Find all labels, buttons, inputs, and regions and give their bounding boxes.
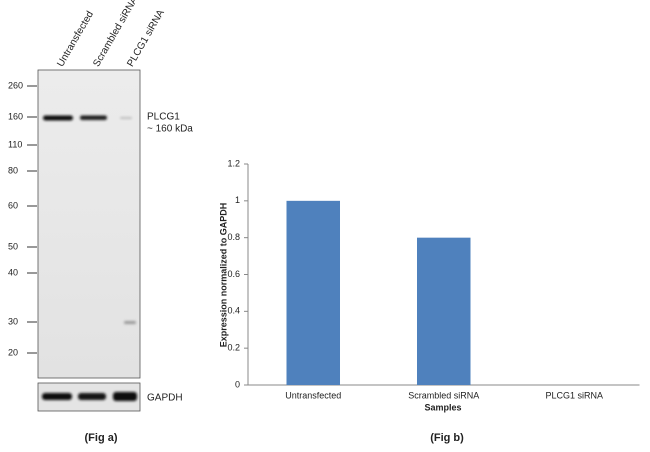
bar [286,200,341,385]
y-tick-label: 0.6 [227,269,240,279]
y-tick-label: 0.8 [227,232,240,242]
blot-bands [42,115,137,401]
band-label: PLCG1 [147,112,180,123]
y-tick-label: 0 [235,379,240,389]
caption: (Fig a) [85,432,118,444]
x-tick-label: Untransfected [285,390,341,400]
marker-label: 50 [8,241,18,251]
marker-label: 30 [8,316,18,326]
y-tick-label: 0.4 [227,306,240,316]
marker-label: 110 [8,139,22,149]
lane-label: Untransfected [55,9,96,68]
band [42,393,72,400]
band [43,115,73,121]
band [124,321,136,324]
lane-label: PLCG1 siRNA [125,8,167,69]
band [78,393,106,400]
bar [416,237,471,385]
blot-membrane [37,69,141,379]
band [80,115,107,120]
y-axis-label: Expression normalized to GAPDH [218,203,228,348]
loading-control-label: GAPDH [147,393,183,404]
marker-label: 80 [8,165,18,175]
y-tick-label: 0.2 [227,343,240,353]
band [120,117,132,119]
band [113,392,137,401]
marker-label: 40 [8,267,18,277]
marker-label: 60 [8,200,18,210]
band-size: ~ 160 kDa [147,124,193,135]
y-tick-label: 1 [235,195,240,205]
marker-label: 160 [8,111,23,121]
y-tick-label: 1.2 [227,158,240,168]
x-axis-label: Samples [424,402,461,412]
caption: (Fig b) [430,432,464,444]
x-tick-label: Scrambled siRNA [408,390,479,400]
marker-label: 20 [8,347,18,357]
marker-label: 260 [8,80,23,90]
x-tick-label: PLCG1 siRNA [545,390,603,400]
